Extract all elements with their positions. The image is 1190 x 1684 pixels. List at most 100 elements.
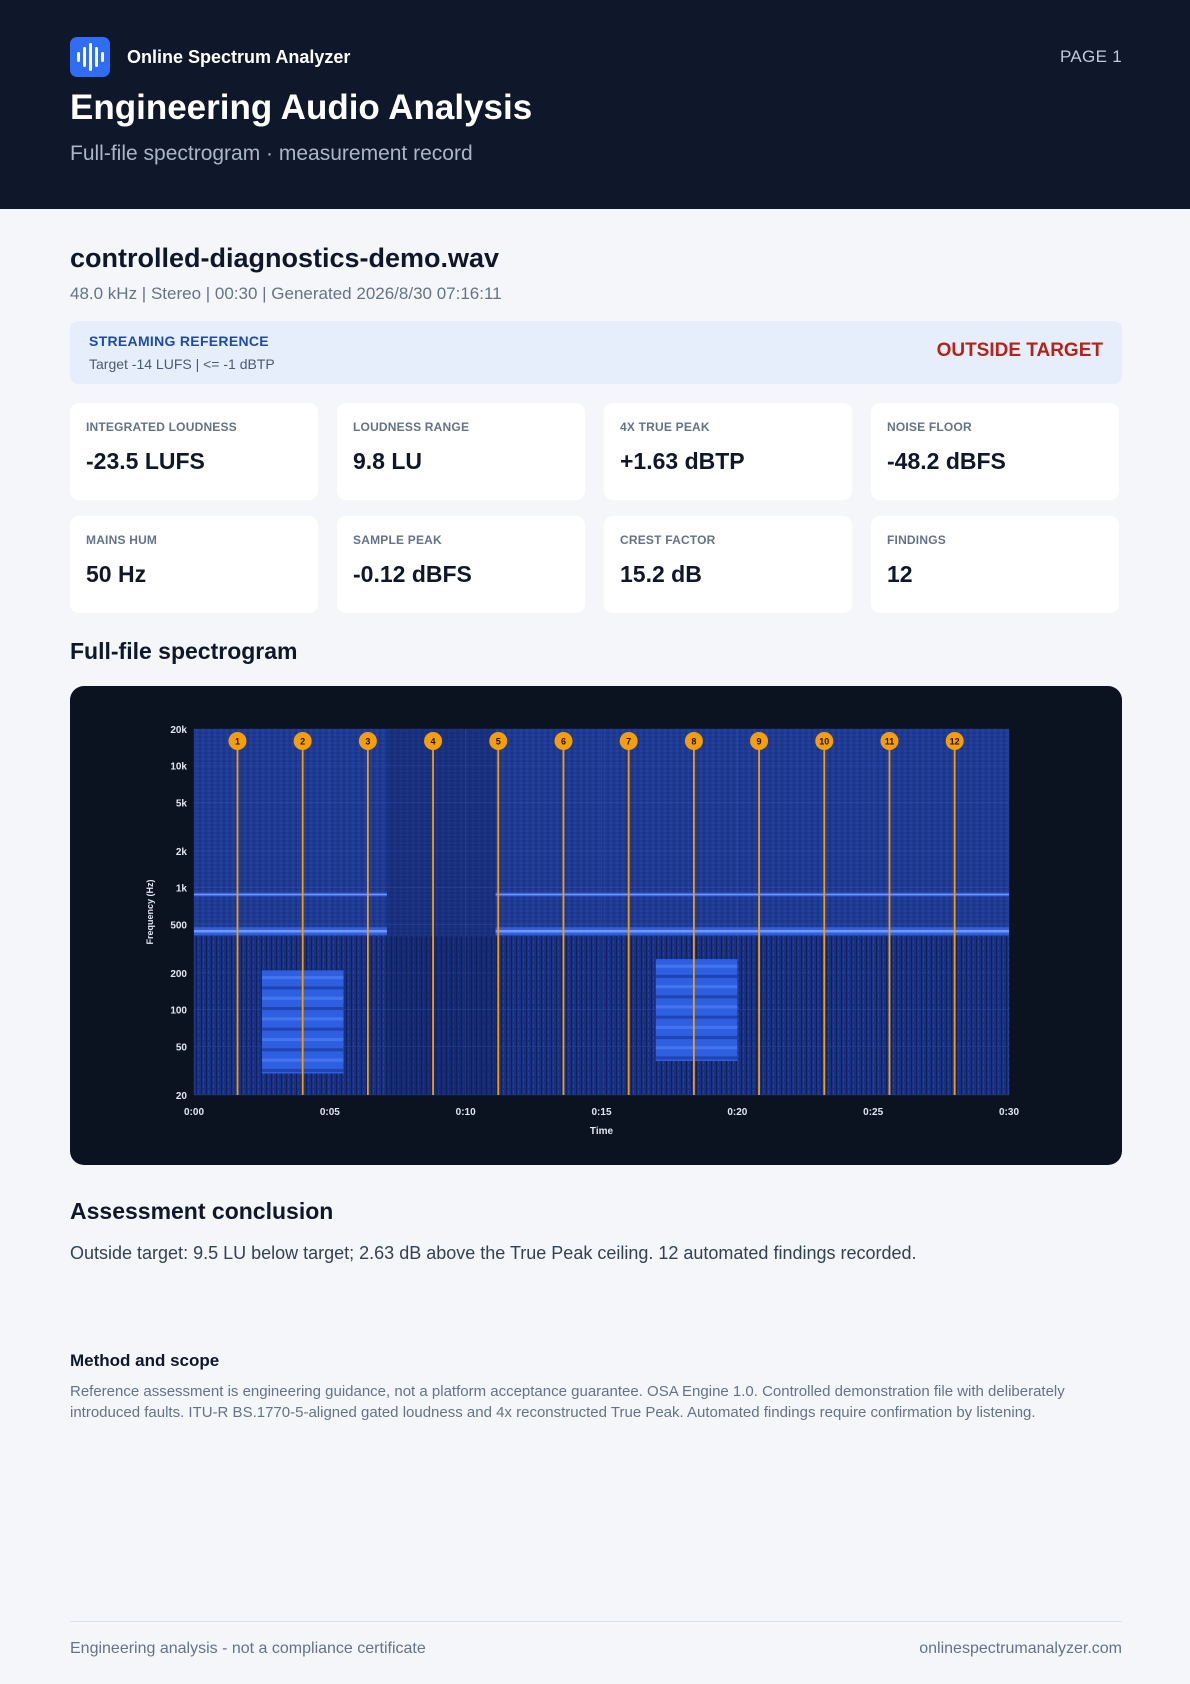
x-tick-label: 0:20 [727, 1107, 747, 1118]
file-name: controlled-diagnostics-demo.wav [70, 243, 500, 273]
reference-title: STREAMING REFERENCE [89, 333, 269, 349]
finding-marker [424, 732, 443, 750]
waveform-icon [70, 37, 110, 77]
finding-marker-label: 9 [757, 737, 762, 747]
y-tick-label: 20k [170, 725, 187, 736]
finding-marker [228, 732, 247, 750]
metric-label: INTEGRATED LOUDNESS [86, 420, 237, 434]
y-tick-label: 5k [176, 798, 188, 809]
spectrogram-panel: 1 2 3 4 5 6 7 8 9 10 11 12 20k 10k 5k 2k 1k 500 200 100 50 2… [70, 686, 1122, 1165]
footer-website: onlinespectrumanalyzer.com [919, 1640, 1122, 1657]
metric-value: +1.63 dBTP [620, 448, 745, 474]
metric-card: INTEGRATED LOUDNESS -23.5 LUFS [70, 403, 318, 500]
finding-marker-label: 10 [819, 737, 829, 747]
finding-marker [293, 732, 312, 750]
file-meta: 48.0 kHz | Stereo | 00:30 | Generated 20… [70, 284, 502, 303]
burst-band [655, 1046, 738, 1050]
reference-target: Target -14 LUFS | <= -1 dBTP [89, 356, 275, 372]
finding-marker [684, 732, 703, 750]
y-tick-label: 1k [176, 884, 188, 895]
metric-card: MAINS HUM 50 Hz [70, 516, 318, 613]
burst-band [655, 1015, 738, 1019]
finding-marker-label: 5 [496, 737, 501, 747]
metrics-grid: INTEGRATED LOUDNESS -23.5 LUFS LOUDNESS R… [70, 403, 1122, 613]
y-tick-label: 100 [170, 1006, 187, 1017]
x-tick-label: 0:15 [591, 1107, 611, 1118]
burst-band [655, 964, 738, 968]
footer-divider [70, 1621, 1122, 1622]
method-title: Method and scope [70, 1351, 220, 1370]
report-title: Engineering Audio Analysis [70, 88, 533, 127]
metric-label: FINDINGS [887, 533, 946, 547]
finding-marker-label: 2 [300, 737, 305, 747]
report-header: Online Spectrum Analyzer PAGE 1 Engineer… [0, 0, 1190, 209]
finding-marker-label: 1 [235, 737, 240, 747]
finding-marker-label: 11 [885, 737, 895, 747]
finding-marker [945, 732, 964, 750]
metric-card: LOUDNESS RANGE 9.8 LU [337, 403, 585, 500]
y-axis-label: Frequency (Hz) [145, 879, 155, 944]
finding-marker-label: 12 [950, 737, 960, 747]
brand: Online Spectrum Analyzer [70, 37, 350, 77]
finding-marker [750, 732, 769, 750]
metric-value: -0.12 dBFS [353, 561, 472, 587]
metric-card: SAMPLE PEAK -0.12 dBFS [337, 516, 585, 613]
x-tick-label: 0:25 [863, 1107, 883, 1118]
metric-label: 4X TRUE PEAK [620, 420, 710, 434]
x-tick-label: 0:05 [320, 1107, 340, 1118]
metric-label: NOISE FLOOR [887, 420, 972, 434]
spectrogram-section-title: Full-file spectrogram [70, 638, 298, 664]
burst-band [655, 1025, 738, 1029]
metric-label: SAMPLE PEAK [353, 533, 442, 547]
metric-card: FINDINGS 12 [871, 516, 1119, 613]
metric-card: NOISE FLOOR -48.2 dBFS [871, 403, 1119, 500]
burst-band [655, 1036, 738, 1040]
metric-label: LOUDNESS RANGE [353, 420, 470, 434]
y-tick-label: 200 [170, 969, 187, 980]
metric-label: MAINS HUM [86, 533, 158, 547]
metric-label: CREST FACTOR [620, 533, 716, 547]
y-tick-label: 2k [176, 847, 188, 858]
y-tick-label: 50 [176, 1042, 188, 1053]
finding-marker-label: 6 [561, 737, 566, 747]
method-text: Reference assessment is engineering guid… [70, 1383, 1065, 1421]
burst-band [655, 1056, 738, 1060]
burst-band [655, 974, 738, 978]
metric-value: 9.8 LU [353, 448, 423, 474]
conclusion-title: Assessment conclusion [70, 1198, 334, 1224]
x-tick-label: 0:30 [999, 1107, 1019, 1118]
finding-marker [619, 732, 638, 750]
conclusion-text: Outside target: 9.5 LU below target; 2.6… [70, 1243, 917, 1263]
report-subtitle: Full-file spectrogram · measurement reco… [70, 142, 473, 165]
streaming-reference-banner: STREAMING REFERENCE Target -14 LUFS | <=… [70, 321, 1122, 384]
finding-marker [815, 732, 834, 750]
finding-marker [489, 732, 508, 750]
y-tick-label: 500 [170, 920, 187, 931]
finding-marker [358, 732, 377, 750]
y-tick-label: 20 [176, 1091, 188, 1102]
footer-disclaimer: Engineering analysis - not a compliance … [70, 1640, 426, 1657]
spectrogram-chart: 1 2 3 4 5 6 7 8 9 10 11 12 20k10k5k2k1k500200100502… [145, 725, 1019, 1137]
burst-band [655, 985, 738, 989]
burst-band [655, 995, 738, 999]
page-number: PAGE 1 [1060, 47, 1122, 66]
burst-band [655, 1005, 738, 1009]
brand-name: Online Spectrum Analyzer [127, 46, 351, 67]
finding-marker-label: 3 [365, 737, 370, 747]
finding-marker [880, 732, 899, 750]
finding-marker [554, 732, 573, 750]
metric-value: -23.5 LUFS [86, 448, 205, 474]
x-tick-label: 0:00 [184, 1107, 204, 1118]
metric-value: 15.2 dB [620, 561, 702, 587]
status-badge: OUTSIDE TARGET [936, 340, 1103, 361]
quiet-gap-region [386, 729, 496, 1095]
metric-card: CREST FACTOR 15.2 dB [604, 516, 852, 613]
metric-value: 12 [887, 561, 913, 587]
x-tick-label: 0:10 [456, 1107, 476, 1118]
finding-marker-label: 7 [626, 737, 631, 747]
y-tick-label: 10k [170, 762, 187, 773]
metric-value: -48.2 dBFS [887, 448, 1006, 474]
low-frequency-burst [655, 959, 738, 1061]
metric-value: 50 Hz [86, 561, 147, 587]
finding-marker-label: 8 [691, 737, 696, 747]
